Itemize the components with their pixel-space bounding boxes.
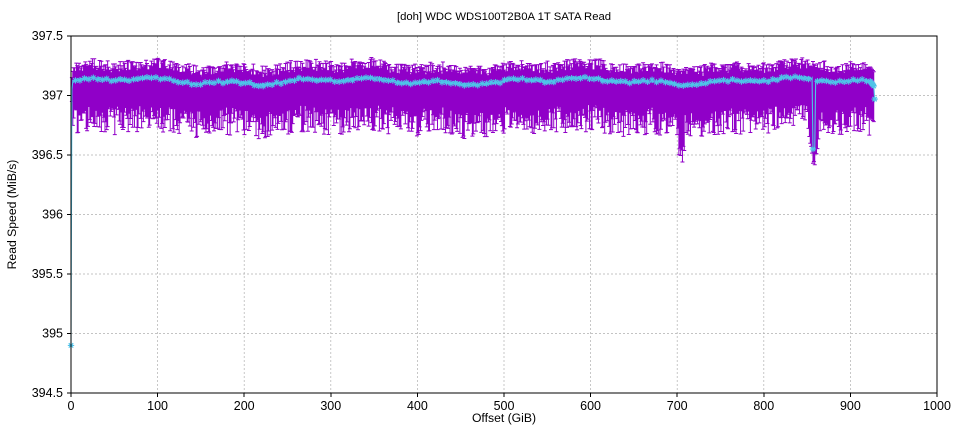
svg-text:1000: 1000	[923, 399, 951, 413]
svg-text:200: 200	[234, 399, 255, 413]
svg-text:397.5: 397.5	[32, 29, 63, 43]
svg-text:Offset (GiB): Offset (GiB)	[472, 411, 536, 425]
svg-text:600: 600	[580, 399, 601, 413]
svg-text:0: 0	[68, 399, 75, 413]
svg-text:900: 900	[840, 399, 861, 413]
svg-text:800: 800	[753, 399, 774, 413]
svg-text:396.5: 396.5	[32, 148, 63, 162]
svg-text:395.5: 395.5	[32, 267, 63, 281]
svg-text:396: 396	[42, 208, 63, 222]
svg-text:395: 395	[42, 327, 63, 341]
svg-text:Read Speed (MiB/s): Read Speed (MiB/s)	[5, 160, 19, 270]
svg-text:400: 400	[407, 399, 428, 413]
svg-text:394.5: 394.5	[32, 386, 63, 400]
svg-text:[doh] WDC WDS100T2B0A 1T SATA: [doh] WDC WDS100T2B0A 1T SATA Read	[397, 11, 611, 23]
svg-text:700: 700	[667, 399, 688, 413]
svg-text:100: 100	[147, 399, 168, 413]
svg-text:300: 300	[320, 399, 341, 413]
svg-text:397: 397	[42, 89, 63, 103]
